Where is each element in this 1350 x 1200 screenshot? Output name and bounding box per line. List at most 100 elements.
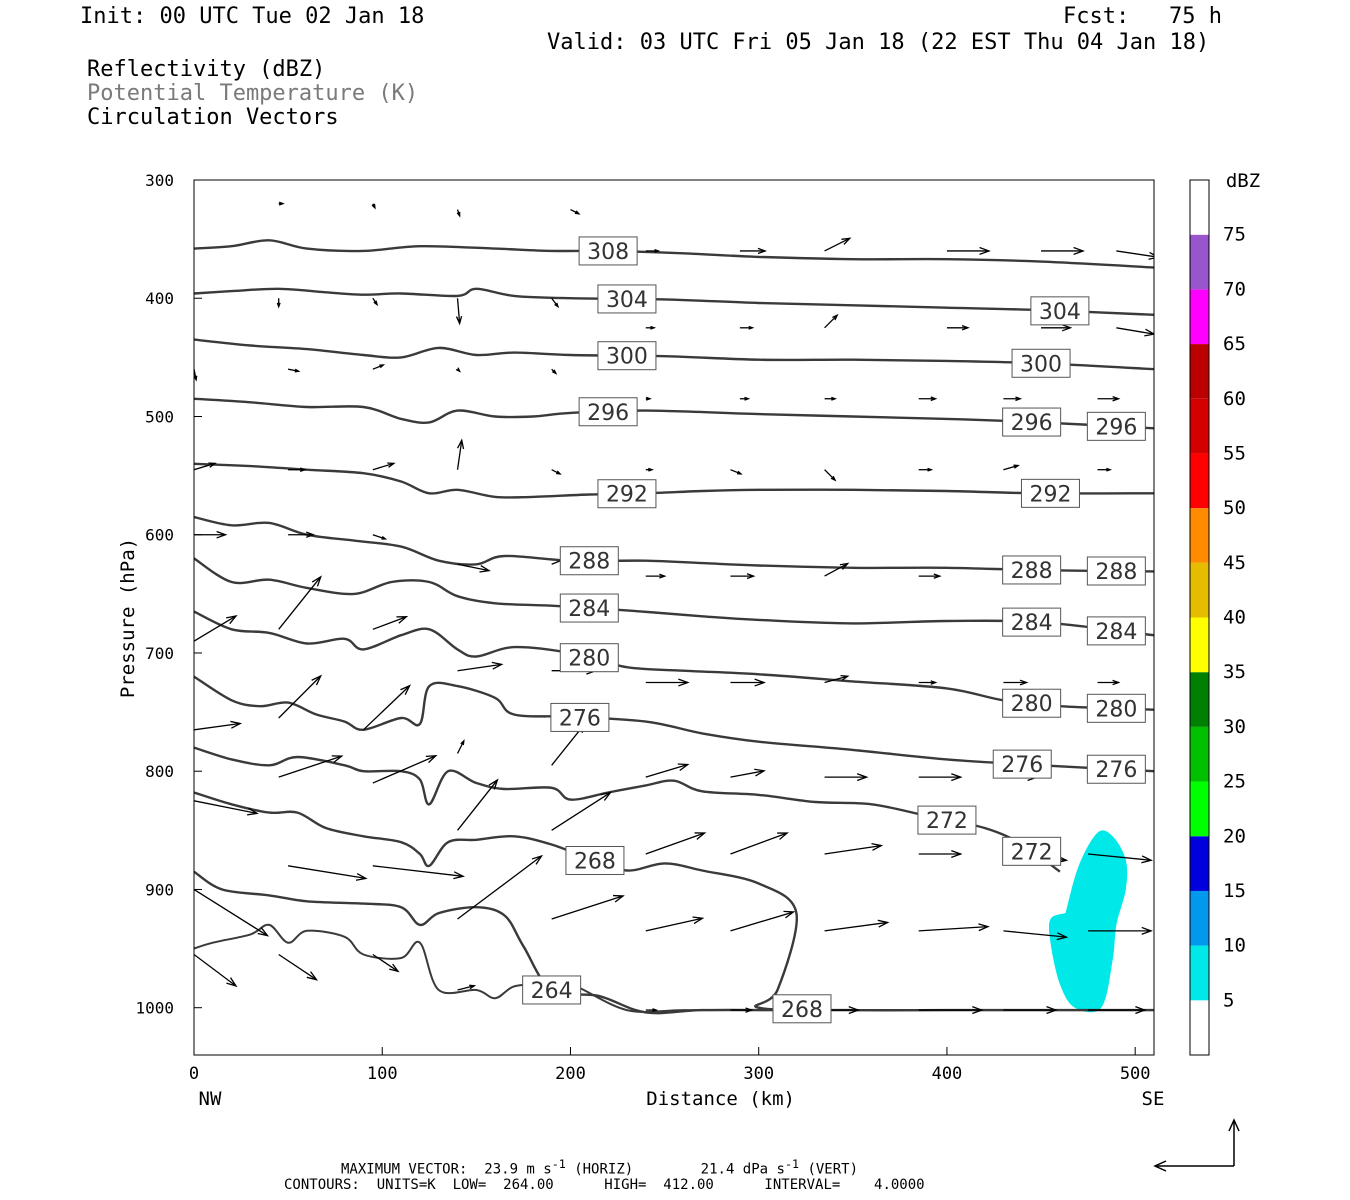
circulation-vector — [645, 573, 667, 579]
circulation-vector — [918, 573, 942, 579]
init-time: Init: 00 UTC Tue 02 Jan 18 — [80, 4, 425, 29]
svg-text:288: 288 — [1011, 559, 1053, 584]
circulation-vector — [918, 467, 934, 472]
field-label-theta: Potential Temperature (K) — [87, 81, 419, 106]
svg-text:284: 284 — [568, 597, 610, 622]
svg-text:288: 288 — [1095, 560, 1137, 585]
colorbar-label: 70 — [1223, 278, 1246, 300]
circulation-vector — [645, 467, 654, 472]
colorbar-swatch — [1190, 344, 1209, 399]
circulation-vector — [456, 438, 465, 470]
circulation-vector — [372, 462, 396, 471]
x-tick-label: 300 — [743, 1064, 774, 1084]
colorbar-label: 5 — [1223, 989, 1234, 1011]
forecast-hour: Fcst: 75 h — [1063, 4, 1222, 29]
theta-contour-288 — [194, 515, 1154, 573]
svg-text:284: 284 — [1011, 611, 1053, 636]
contour-label-272: 272 — [1002, 836, 1062, 866]
contour-label-264: 264 — [522, 975, 582, 1005]
circulation-vector — [455, 298, 463, 326]
circulation-vector — [288, 467, 307, 473]
y-tick-label: 400 — [145, 289, 174, 308]
contour-label-284: 284 — [559, 593, 619, 623]
y-tick-label: 800 — [145, 762, 174, 781]
contour-label-296: 296 — [1002, 407, 1062, 437]
max-vector-line: MAXIMUM VECTOR: 23.9 m s-1 (HORIZ) 21.4 … — [341, 1157, 859, 1178]
circulation-vector — [194, 462, 217, 471]
circulation-vector — [739, 325, 755, 330]
circulation-vector — [456, 739, 465, 754]
circulation-vector — [372, 865, 466, 880]
circulation-vector — [730, 469, 743, 475]
svg-text:280: 280 — [1095, 697, 1137, 722]
circulation-vector — [918, 396, 938, 402]
svg-text:300: 300 — [1020, 352, 1062, 377]
circulation-vector — [1097, 395, 1121, 402]
circulation-vector — [730, 1007, 754, 1013]
circulation-vector — [645, 248, 661, 253]
circulation-vector — [194, 888, 270, 937]
circulation-vector — [194, 720, 243, 731]
circulation-vector — [645, 832, 707, 855]
circulation-vector — [946, 246, 991, 255]
circulation-vector — [946, 325, 970, 331]
svg-text:304: 304 — [1039, 300, 1081, 325]
circulation-vector — [457, 854, 544, 920]
circulation-vector — [918, 773, 963, 782]
circulation-vector — [1116, 327, 1154, 337]
svg-text:272: 272 — [926, 809, 968, 834]
circulation-vector — [1088, 926, 1154, 935]
colorbar-label: 10 — [1223, 935, 1246, 957]
svg-text:296: 296 — [587, 401, 629, 426]
circulation-vector — [278, 201, 285, 206]
circulation-vector — [1088, 853, 1154, 864]
y-tick-label: 500 — [145, 407, 174, 426]
circulation-vector — [372, 364, 386, 370]
circulation-vector — [1041, 324, 1073, 332]
circulation-vector — [730, 573, 756, 580]
theta-contour-264 — [194, 870, 778, 1015]
circulation-vector — [372, 616, 409, 630]
theta-contour-300 — [194, 338, 1154, 371]
colorbar-swatch — [1190, 562, 1209, 618]
contour-label-276: 276 — [992, 749, 1052, 779]
colorbar-label: 25 — [1223, 771, 1246, 793]
contours-info-line: CONTOURS: UNITS=K LOW= 264.00 HIGH= 412.… — [284, 1177, 925, 1193]
circulation-vector — [278, 575, 322, 630]
circulation-vector — [551, 368, 558, 375]
contour-label-304: 304 — [597, 284, 657, 314]
theta-contour-296 — [194, 397, 1154, 430]
svg-text:284: 284 — [1095, 620, 1137, 645]
y-tick-label: 300 — [145, 171, 174, 190]
contour-label-288: 288 — [1002, 555, 1062, 585]
svg-text:292: 292 — [606, 483, 648, 508]
contour-label-304: 304 — [1030, 296, 1090, 326]
svg-text:264: 264 — [531, 979, 573, 1004]
circulation-vector — [824, 396, 837, 401]
circulation-vector — [457, 563, 491, 573]
circulation-vector — [1088, 1006, 1147, 1015]
terrain-line — [194, 923, 1154, 1013]
circulation-vector — [551, 894, 625, 920]
contour-label-268: 268 — [772, 994, 832, 1024]
theta-contour-304 — [194, 287, 1154, 316]
circulation-vector — [1003, 1006, 1058, 1015]
circulation-vector — [824, 237, 852, 252]
contour-label-276: 276 — [550, 702, 610, 732]
colorbar-swatch — [1190, 672, 1209, 727]
circulation-vector — [918, 849, 963, 858]
theta-contour-284 — [194, 557, 1154, 637]
circulation-vector — [645, 678, 690, 687]
circulation-vector — [288, 865, 368, 881]
colorbar-label: 20 — [1223, 825, 1246, 847]
circulation-vector — [194, 953, 238, 988]
colorbar-label: 40 — [1223, 607, 1246, 629]
contour-label-268: 268 — [565, 845, 625, 875]
svg-text:276: 276 — [1001, 753, 1043, 778]
circulation-vector — [194, 800, 259, 816]
contour-label-300: 300 — [597, 341, 657, 371]
circulation-vector — [824, 675, 850, 684]
contour-label-296: 296 — [1086, 411, 1146, 441]
theta-contour-292 — [194, 462, 1154, 499]
